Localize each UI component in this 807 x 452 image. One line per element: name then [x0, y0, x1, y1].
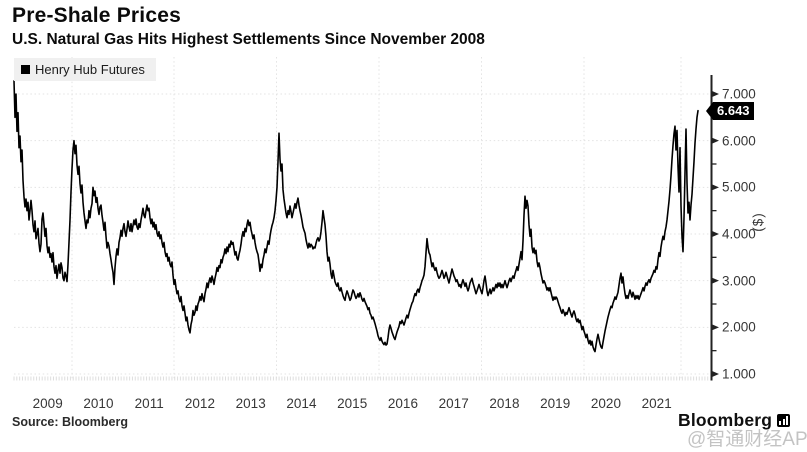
- y-tick-label: 2.000: [722, 319, 756, 335]
- y-tick-label: 5.000: [722, 179, 756, 195]
- bloomberg-logo: Bloomberg: [678, 410, 791, 431]
- x-tick-label: 2016: [387, 396, 418, 411]
- series-swatch-icon: [21, 65, 30, 74]
- x-tick-label: 2015: [337, 396, 368, 411]
- price-line-series: [13, 80, 699, 353]
- last-price-value: 6.643: [713, 101, 754, 120]
- legend: Henry Hub Futures: [14, 58, 156, 81]
- bloomberg-terminal-icon: [777, 414, 791, 427]
- x-tick-label: 2011: [134, 396, 164, 411]
- bloomberg-wordmark: Bloomberg: [678, 410, 773, 430]
- x-tick-label: 2010: [83, 396, 114, 411]
- y-tick-label: 3.000: [722, 273, 756, 289]
- y-tick-label: 7.000: [722, 86, 756, 102]
- vertical-gridlines: [71, 57, 682, 380]
- x-tick-label: 2019: [540, 396, 571, 411]
- page-subtitle: U.S. Natural Gas Hits Highest Settlement…: [12, 31, 485, 48]
- x-tick-label: 2020: [590, 396, 621, 411]
- x-tick-label: 2014: [286, 396, 317, 411]
- x-tick-label: 2018: [489, 396, 520, 411]
- x-tick-label: 2021: [641, 396, 672, 411]
- x-axis-minor-ticks: [13, 376, 709, 381]
- y-tick-label: 1.000: [722, 366, 756, 382]
- y-tick-label: 6.000: [722, 133, 756, 149]
- x-tick-label: 2017: [438, 396, 469, 411]
- x-tick-label: 2009: [32, 396, 63, 411]
- page-title: Pre-Shale Prices: [12, 4, 181, 27]
- watermark-text: @智通财经APP: [687, 429, 807, 450]
- badge-arrow-icon: [706, 101, 713, 120]
- horizontal-gridlines: [14, 93, 712, 375]
- x-tick-label: 2012: [184, 396, 215, 411]
- x-tick-label: 2013: [235, 396, 266, 411]
- y-tick-label: 4.000: [722, 226, 756, 242]
- source-note: Source: Bloomberg: [12, 415, 128, 429]
- last-price-badge: 6.643: [706, 101, 754, 120]
- y-axis-ticks: [711, 90, 719, 378]
- legend-label: Henry Hub Futures: [35, 62, 145, 77]
